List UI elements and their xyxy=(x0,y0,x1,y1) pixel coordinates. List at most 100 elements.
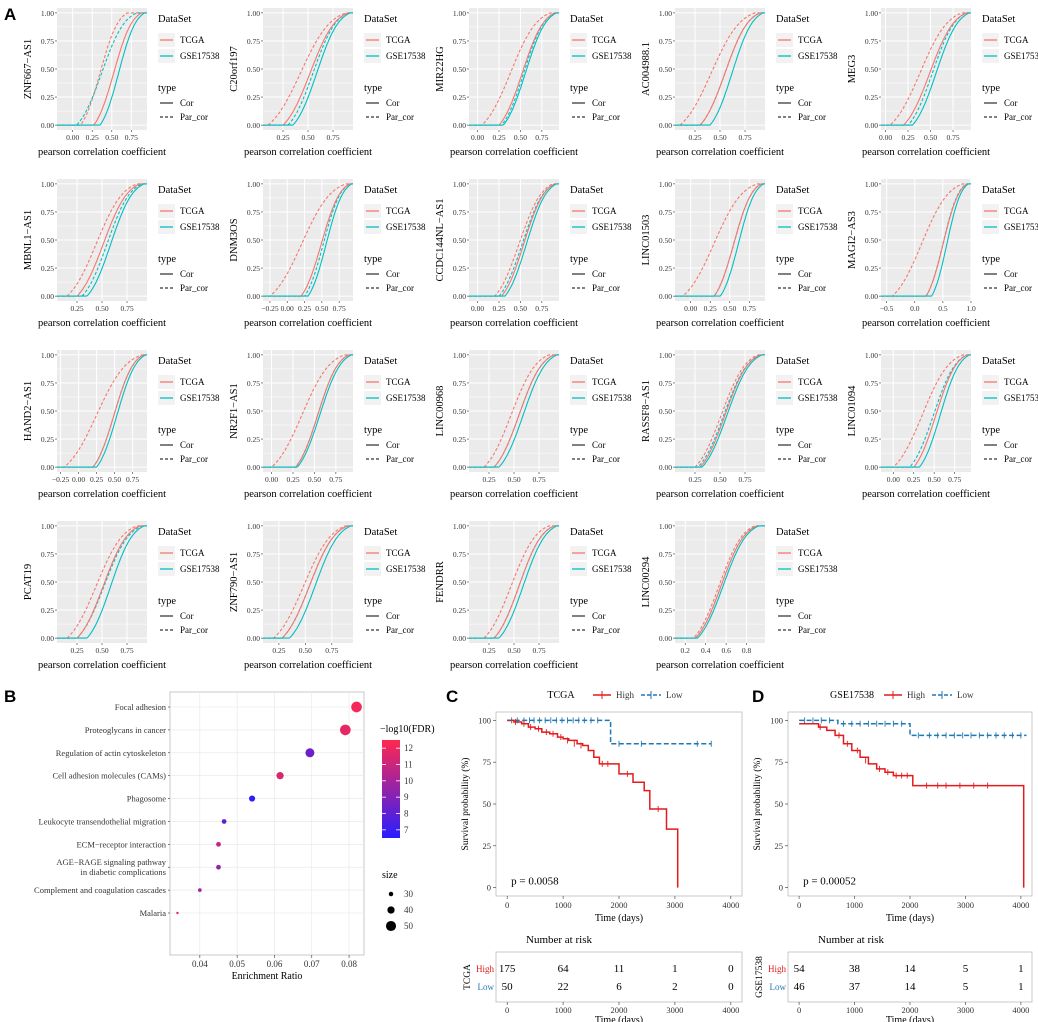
y-tick-label: 1.00 xyxy=(247,180,260,189)
legend-item-tcga: TCGA xyxy=(592,548,617,558)
tcga-par-cor-line xyxy=(57,183,147,297)
risk-count: 0 xyxy=(728,963,734,975)
y-tick-label: 0.50 xyxy=(247,578,260,587)
risk-count: 38 xyxy=(849,963,861,975)
term-dot xyxy=(351,701,362,713)
km-title: TCGA xyxy=(547,690,575,701)
y-tick-label: 0.25 xyxy=(453,606,466,615)
legend-label-low: Low xyxy=(957,690,974,700)
y-tick-label: 1.00 xyxy=(41,9,54,18)
size-legend-dot xyxy=(385,920,397,932)
gse-cor-line xyxy=(881,183,971,297)
x-tick-label: 4000 xyxy=(722,900,739,910)
x-tick-label: 0.0 xyxy=(910,304,920,313)
term-dot xyxy=(340,724,351,736)
legend-item-gse17538: GSE17538 xyxy=(1004,222,1038,232)
risk-count: 1 xyxy=(1018,981,1024,993)
panel-letter-d: D xyxy=(752,687,764,706)
x-tick-label: 0.5 xyxy=(938,304,948,313)
legend-item-gse17538: GSE17538 xyxy=(798,564,838,574)
legend-title-dataset: DataSet xyxy=(158,185,191,196)
tcga-par-cor-line xyxy=(881,12,971,126)
x-axis-title: pearson correlation coefficient xyxy=(656,489,784,500)
y-tick-label: 1.00 xyxy=(247,9,260,18)
legend-item-tcga: TCGA xyxy=(386,35,411,45)
gse-cor-line xyxy=(675,354,765,468)
y-tick-label: 0.50 xyxy=(41,236,54,245)
term-label: ECM−receptor interaction xyxy=(76,839,166,849)
x-tick-label: 3000 xyxy=(957,900,974,910)
legend-title-dataset: DataSet xyxy=(776,527,809,538)
x-tick-label: 0.50 xyxy=(95,304,108,313)
colorbar-title: −log10(FDR) xyxy=(380,724,435,735)
risk-count: 6 xyxy=(616,981,622,993)
x-tick-label: 1000 xyxy=(846,900,863,910)
gse-cor-line xyxy=(469,525,559,639)
legend-title-type: type xyxy=(570,83,588,94)
legend-title-type: type xyxy=(982,254,1000,265)
x-tick-label: 0.50 xyxy=(308,475,321,484)
risk-count: 37 xyxy=(849,981,861,993)
term-dot xyxy=(216,864,221,870)
y-tick-label: 1.00 xyxy=(453,180,466,189)
x-tick-label: 0.2 xyxy=(681,646,691,655)
legend-title-dataset: DataSet xyxy=(776,185,809,196)
ecdf-subplot: 0.00 0.25 0.50 0.75 1.00 0.25 0.50 0.75 C20orf19… xyxy=(229,8,426,158)
x-tick-label: 0.75 xyxy=(532,475,545,484)
legend-title-type: type xyxy=(158,254,176,265)
x-axis-title: pearson correlation coefficient xyxy=(244,147,372,158)
size-legend-label: 30 xyxy=(404,889,414,899)
ecdf-subplot: 0.00 0.25 0.50 0.75 1.00 0.25 0.50 0.75 AC004988… xyxy=(641,8,838,158)
tcga-par-cor-line xyxy=(675,12,765,126)
x-tick-label: 0.50 xyxy=(924,133,937,142)
colorbar-tick-label: 12 xyxy=(404,743,413,753)
x-tick-label: 0.50 xyxy=(713,475,726,484)
legend-title-type: type xyxy=(982,83,1000,94)
x-tick-label: 0.07 xyxy=(304,959,320,969)
legend-title-dataset: DataSet xyxy=(158,527,191,538)
x-tick-label: 0.25 xyxy=(286,475,299,484)
x-tick-label: 0.75 xyxy=(948,475,961,484)
y-tick-label: 0.75 xyxy=(659,550,672,559)
legend-title-dataset: DataSet xyxy=(364,185,397,196)
legend-title-type: type xyxy=(364,83,382,94)
legend-title-dataset: DataSet xyxy=(982,14,1015,25)
tcga-par-cor-line xyxy=(263,525,353,639)
term-dot xyxy=(198,888,202,892)
legend-item-cor: Cor xyxy=(180,269,194,279)
x-axis-title: pearson correlation coefficient xyxy=(656,318,784,329)
x-axis-title: pearson correlation coefficient xyxy=(38,489,166,500)
x-axis-title: Time (days) xyxy=(595,913,643,924)
x-tick-label: 0.50 xyxy=(514,133,527,142)
y-tick-label: 0.75 xyxy=(659,37,672,46)
panel-letter-b: B xyxy=(4,687,16,706)
legend-item-tcga: TCGA xyxy=(798,206,823,216)
legend-item-par-cor: Par_cor xyxy=(1004,112,1032,122)
y-tick-label: 0.50 xyxy=(247,407,260,416)
y-tick-label: 0.25 xyxy=(659,264,672,273)
legend-label-high: High xyxy=(616,690,635,700)
p-value: p = 0.00052 xyxy=(803,876,856,888)
risk-row-label: High xyxy=(476,964,495,974)
y-tick-label: 0.50 xyxy=(659,65,672,74)
x-axis-title: pearson correlation coefficient xyxy=(862,147,990,158)
term-label: Malaria xyxy=(140,908,167,918)
legend-title-dataset: DataSet xyxy=(982,185,1015,196)
y-tick-label: 0.50 xyxy=(865,407,878,416)
y-tick-label: 0.00 xyxy=(41,634,54,643)
tcga-par-cor-line xyxy=(675,183,765,297)
colorbar-tick-label: 8 xyxy=(404,809,409,819)
x-tick-label: 2000 xyxy=(611,900,628,910)
term-label: Complement and coagulation cascades xyxy=(34,885,166,895)
x-tick-label: 0.25 xyxy=(86,133,99,142)
risk-table-title: Number at risk xyxy=(526,934,592,946)
y-tick-label: 0.00 xyxy=(41,121,54,130)
legend-title-dataset: DataSet xyxy=(364,527,397,538)
gse-cor-line xyxy=(263,12,353,126)
legend-item-gse17538: GSE17538 xyxy=(180,222,220,232)
x-tick-label: −0.25 xyxy=(52,475,70,484)
y-tick-label: 0.75 xyxy=(659,208,672,217)
y-tick-label: 0.00 xyxy=(247,121,260,130)
ecdf-subplot: 0.00 0.25 0.50 0.75 1.00 0.00 0.25 0.50 0.75 LINC… xyxy=(847,350,1038,500)
y-tick-label: 1.00 xyxy=(247,351,260,360)
